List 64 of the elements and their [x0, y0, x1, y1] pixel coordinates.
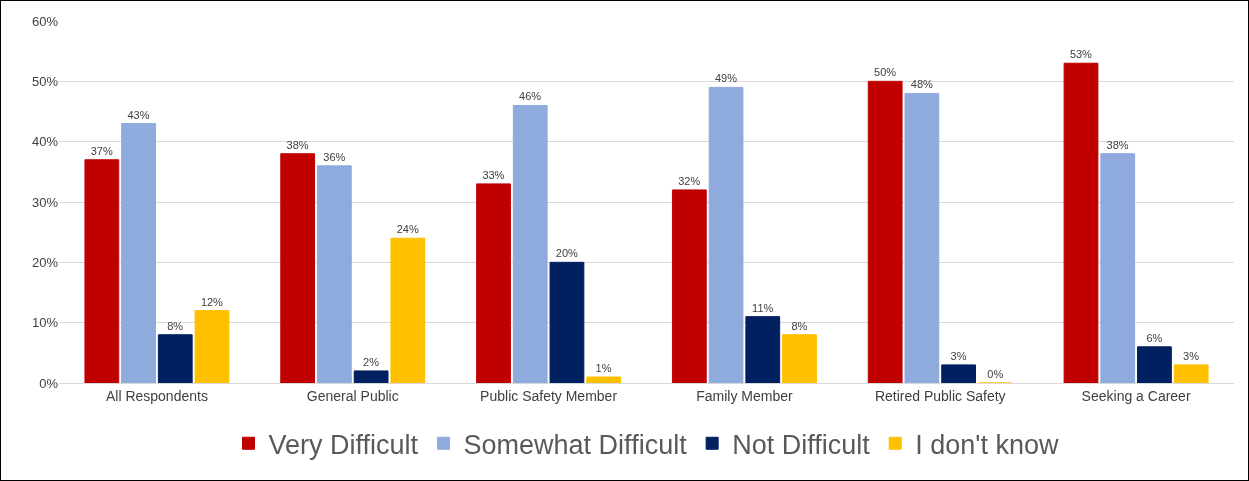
bar — [1173, 364, 1209, 383]
data-label: 37% — [90, 144, 113, 157]
x-tick-label: Family Member — [696, 387, 793, 404]
data-label: 3% — [950, 349, 967, 362]
y-tick-label: 30% — [31, 194, 59, 210]
x-tick-label: Public Safety Member — [480, 387, 618, 404]
data-label: 36% — [323, 150, 346, 163]
data-label: 0% — [987, 368, 1004, 380]
bar — [194, 310, 230, 383]
legend-label: Not Difficult — [732, 429, 871, 460]
data-label: 46% — [519, 90, 542, 103]
bar — [549, 261, 585, 383]
data-label: 33% — [482, 168, 505, 181]
bar — [512, 104, 548, 383]
bar — [708, 86, 744, 383]
y-tick-label: 0% — [39, 375, 59, 391]
bar — [745, 316, 781, 383]
legend-label: Very Difficult — [268, 429, 419, 460]
y-tick-label: 20% — [31, 254, 59, 270]
bar — [157, 334, 193, 383]
data-label: 3% — [1183, 349, 1200, 362]
bar — [782, 334, 817, 383]
data-label: 8% — [167, 319, 184, 332]
bar — [390, 237, 426, 383]
bar — [121, 123, 156, 383]
bar — [84, 159, 120, 383]
data-label: 43% — [127, 108, 150, 121]
data-label: 49% — [714, 72, 738, 85]
bar — [476, 183, 511, 383]
data-label: 11% — [752, 301, 774, 314]
bar — [317, 165, 352, 383]
bar — [1100, 153, 1136, 383]
data-label: 8% — [791, 319, 808, 332]
data-label: 38% — [286, 138, 309, 151]
bar — [1063, 62, 1099, 383]
bar — [280, 153, 316, 383]
data-label: 32% — [678, 174, 701, 187]
bar — [1137, 346, 1172, 383]
y-tick-label: 10% — [31, 315, 59, 331]
data-label: 1% — [595, 361, 612, 374]
data-label: 24% — [396, 223, 419, 236]
data-label: 2% — [363, 355, 380, 368]
x-tick-label: General Public — [306, 387, 399, 404]
bar — [353, 370, 389, 383]
legend-label: Somewhat Difficult — [463, 429, 688, 460]
data-label: 20% — [555, 247, 579, 260]
bar — [867, 80, 903, 383]
x-tick-label: All Respondents — [105, 387, 208, 404]
data-label: 6% — [1146, 331, 1163, 344]
data-label: 50% — [874, 66, 897, 79]
y-tick-label: 40% — [31, 134, 59, 150]
bar — [941, 364, 976, 383]
data-label: 12% — [200, 295, 224, 308]
bar — [904, 92, 940, 383]
bar — [586, 376, 622, 383]
legend-label: I don't know — [915, 429, 1059, 460]
y-tick-label: 60% — [31, 13, 59, 29]
x-tick-label: Seeking a Career — [1081, 387, 1191, 404]
data-label: 53% — [1069, 48, 1093, 61]
bar — [671, 189, 707, 383]
y-tick-label: 50% — [31, 73, 59, 89]
data-label: 48% — [910, 78, 934, 91]
x-tick-label: Retired Public Safety — [874, 387, 1006, 404]
data-label: 38% — [1106, 138, 1129, 151]
